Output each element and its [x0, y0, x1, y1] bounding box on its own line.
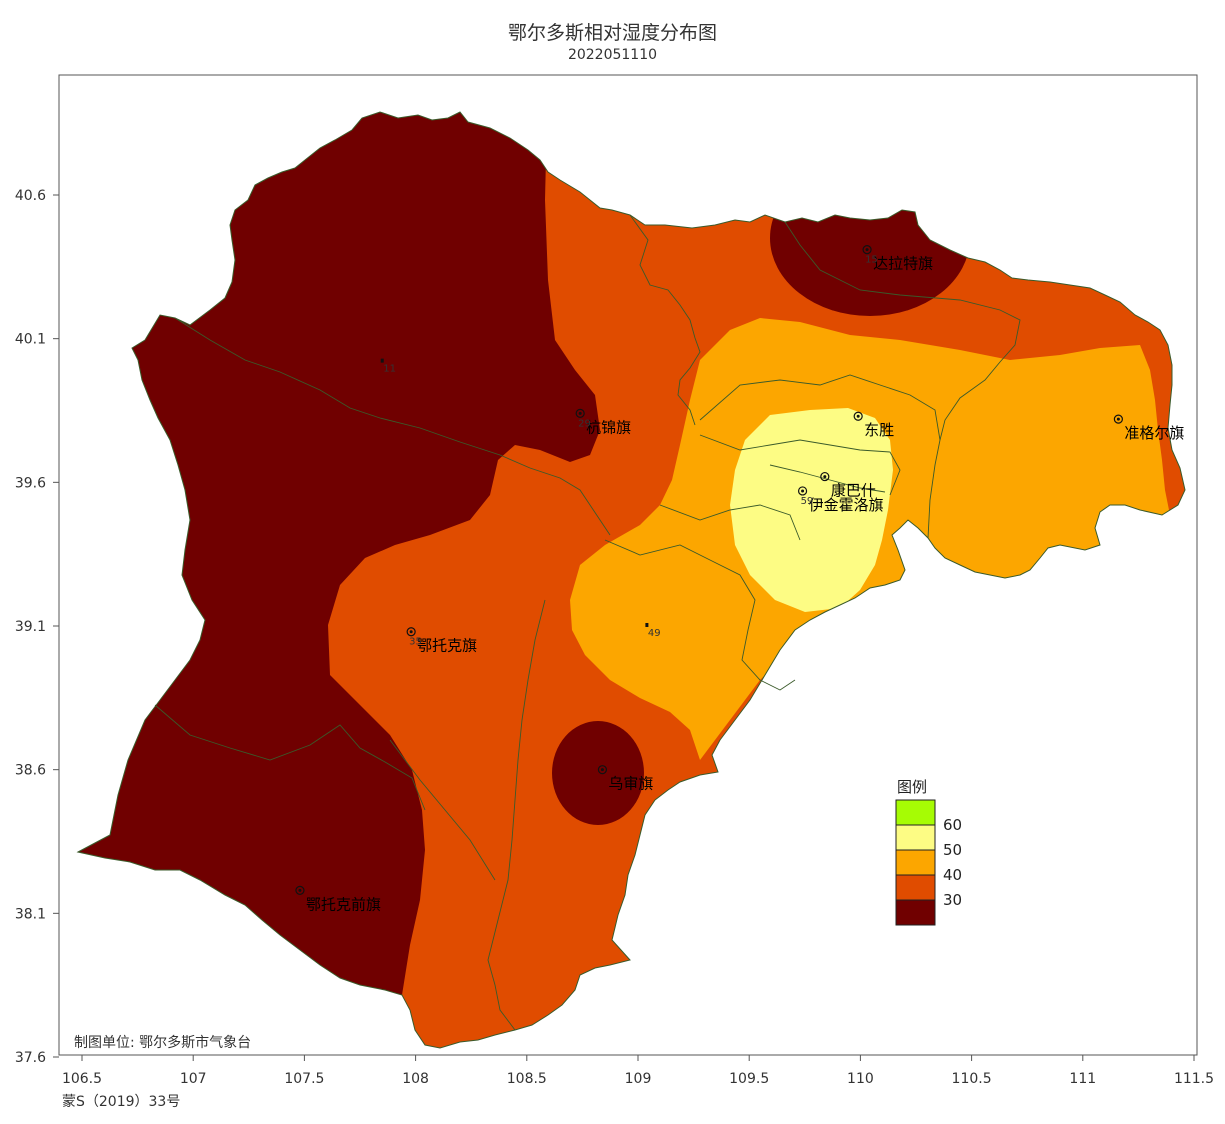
x-tick-label: 109.5 — [729, 1071, 769, 1087]
station-ring — [597, 765, 608, 775]
station-ring — [1113, 414, 1123, 424]
x-tick-label: 107.5 — [284, 1071, 324, 1087]
boundary-ejin-wushen — [659, 504, 801, 541]
station-label: 准格尔旗 — [1124, 424, 1184, 442]
station-dot — [1116, 417, 1120, 421]
zone-below-30-wushen — [552, 721, 644, 825]
boundary-dongsheng-inner — [699, 374, 941, 441]
station-dot — [865, 248, 869, 252]
map-title: 鄂尔多斯相对湿度分布图 — [507, 22, 717, 44]
map-subtitle: 2022051110 — [567, 47, 658, 63]
station-marker: 康巴什 — [820, 471, 876, 500]
station-ring — [406, 627, 416, 637]
station-marker: 东胜 — [853, 411, 894, 439]
legend-swatch-40-50 — [895, 849, 936, 876]
station-ring — [820, 471, 830, 482]
station-ring — [853, 411, 863, 421]
boundary-kangbashi — [699, 434, 901, 496]
station-dot — [600, 768, 604, 772]
x-tick-label: 111.5 — [1174, 1071, 1214, 1087]
region-outline — [76, 111, 1186, 1049]
x-tick-label: 109 — [625, 1071, 652, 1087]
x-tick-label: 111 — [1069, 1071, 1096, 1087]
station-ring — [797, 486, 808, 496]
station-label: 鄂托克前旗 — [306, 895, 381, 913]
station-label: 伊金霍洛旗 — [809, 496, 884, 514]
legend-label-30: 30 — [943, 891, 962, 909]
legend-title: 图例 — [897, 778, 927, 796]
boundary-wushen-ejin — [604, 539, 796, 691]
station-value: 35 — [409, 637, 422, 648]
station-marker: 准格尔旗 — [1113, 414, 1184, 442]
boundary-dalate-dongsheng — [784, 221, 1021, 539]
y-tick-label: 38.6 — [15, 763, 46, 779]
station-ring — [575, 408, 585, 418]
legend-label-40: 40 — [943, 866, 962, 884]
legend-swatch-below-30 — [895, 899, 936, 926]
station-label: 乌审旗 — [608, 775, 653, 793]
x-tick-label: 106.5 — [62, 1071, 102, 1087]
station-dot — [298, 888, 302, 892]
boundary-otog-wushen — [487, 599, 546, 1031]
boundary-otog-qianqi — [154, 704, 426, 811]
station-marker: 鄂托克前旗 — [295, 885, 381, 913]
value-point — [380, 358, 384, 363]
zone-50-60 — [730, 408, 893, 612]
x-tick-label: 108 — [402, 1071, 429, 1087]
y-tick-label: 40.6 — [15, 188, 46, 204]
y-tick-label: 37.6 — [15, 1050, 46, 1066]
y-tick-label: 39.6 — [15, 475, 46, 491]
legend-swatch-50-60 — [895, 824, 936, 851]
station-value: 15 — [865, 255, 878, 266]
value-point — [645, 623, 649, 627]
boundary-hangjin-dalate — [629, 214, 701, 426]
y-tick-label: 40.1 — [15, 332, 46, 348]
county-boundaries — [154, 214, 1021, 1031]
station-ring — [862, 244, 872, 255]
x-tick-label: 110.5 — [952, 1071, 992, 1087]
approval-number: 蒙S（2019）33号 — [62, 1094, 180, 1110]
legend-swatch-above-60 — [895, 799, 936, 826]
station-value: 29 — [578, 418, 591, 429]
station-ring — [295, 885, 305, 895]
x-tick-label: 107 — [180, 1071, 207, 1087]
station-label: 东胜 — [864, 421, 894, 439]
y-tick-label: 39.1 — [15, 619, 46, 635]
legend-label-60: 60 — [943, 816, 962, 834]
x-tick-label: 110 — [847, 1071, 874, 1087]
credit-text: 制图单位: 鄂尔多斯市气象台 — [74, 1034, 251, 1051]
station-label: 达拉特旗 — [873, 255, 933, 273]
station-dot — [409, 630, 413, 634]
legend-swatch-30-40 — [895, 874, 936, 901]
station-label: 鄂托克旗 — [417, 637, 477, 655]
boundary-hangjin-otog — [174, 317, 611, 536]
value-label: 49 — [648, 628, 661, 639]
x-tick-label: 108.5 — [507, 1071, 547, 1087]
y-tick-label: 38.1 — [15, 906, 46, 922]
axis-ticks: 106.5 107 107.5 108 108.5 109 109.5 110 110.5 111… — [15, 188, 1214, 1087]
station-dot — [823, 475, 827, 479]
legend-label-50: 50 — [943, 841, 962, 859]
station-dot — [856, 414, 860, 418]
station-dot — [801, 489, 805, 493]
station-marker: 乌审旗 — [597, 765, 653, 793]
boundary-ejin-inner — [769, 464, 886, 493]
boundary-qianqi-wushen — [389, 739, 496, 881]
station-label: 康巴什 — [831, 482, 876, 500]
station-label: 杭锦旗 — [586, 418, 631, 436]
legend: 图例 60 50 40 30 — [895, 778, 962, 926]
station-value: 59 — [801, 496, 814, 507]
station-dot — [578, 411, 582, 415]
value-label: 11 — [383, 364, 396, 375]
